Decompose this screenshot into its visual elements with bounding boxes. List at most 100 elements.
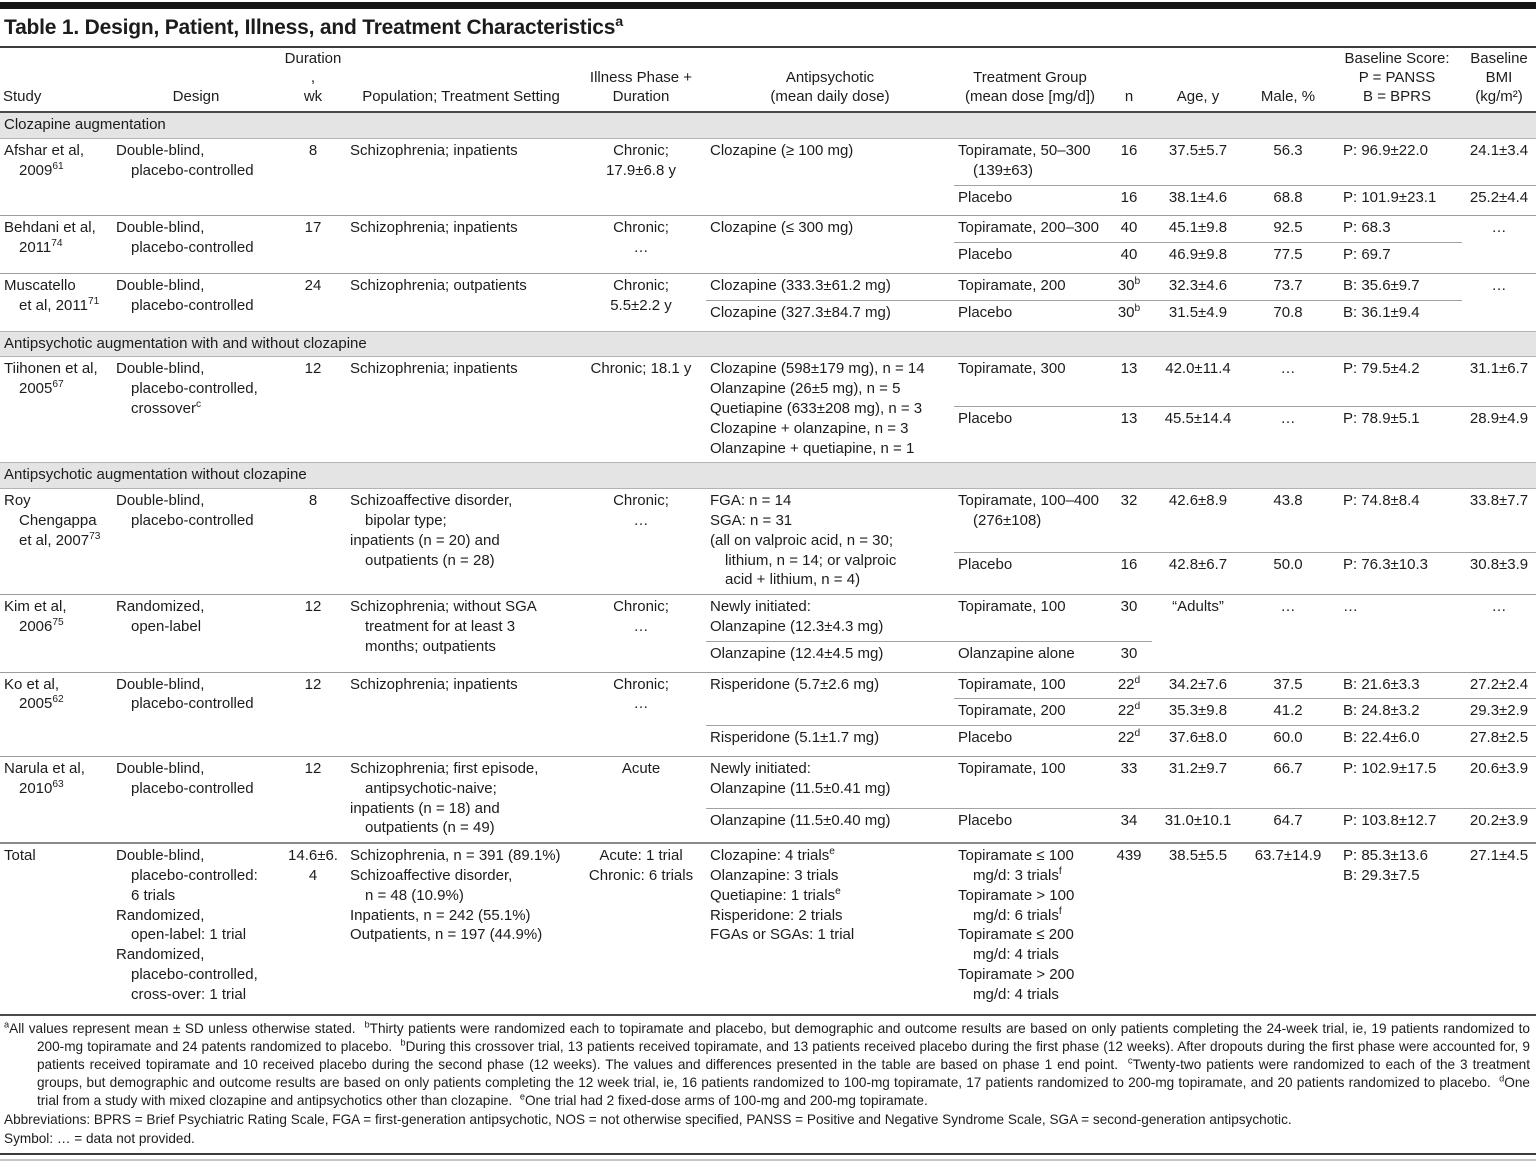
cell-age: 42.0±11.4 bbox=[1152, 356, 1244, 407]
cell-baseline-score: … bbox=[1332, 594, 1462, 642]
section-label: Antipsychotic augmentation without cloza… bbox=[0, 462, 1536, 490]
col-header-bmi: Baseline BMI (kg/m²) bbox=[1462, 48, 1536, 114]
cell-n: 30 bbox=[1106, 640, 1152, 673]
cell-population: Schizophrenia; outpatients bbox=[346, 273, 576, 332]
cell-population: Schizophrenia; inpatients bbox=[346, 356, 576, 463]
col-header-baseline-score: Baseline Score: P = PANSS B = BPRS bbox=[1332, 48, 1462, 114]
cell-male-pct: 92.5 bbox=[1244, 215, 1332, 243]
cell-bmi: 31.1±6.7 bbox=[1462, 356, 1536, 407]
cell-population: Schizophrenia; inpatients bbox=[346, 215, 576, 274]
cell-antipsychotic: Clozapine (327.3±84.7 mg) bbox=[706, 299, 954, 332]
section-row-with-without-clozapine: Antipsychotic augmentation with and with… bbox=[0, 330, 1536, 358]
cell-baseline-score: P: 103.8±12.7 bbox=[1332, 807, 1462, 844]
col-header-study: Study bbox=[0, 48, 112, 114]
cell-treatment-group: Topiramate, 200 bbox=[954, 698, 1106, 726]
cell-n: 16 bbox=[1106, 138, 1152, 186]
cell-treatment-group: Topiramate, 200–300 bbox=[954, 215, 1106, 243]
cell-male-pct: 66.7 bbox=[1244, 755, 1332, 809]
bottom-rule bbox=[0, 1153, 1536, 1156]
cell-male-pct: … bbox=[1244, 594, 1332, 642]
cell-design: Double-blind, placebo-controlled bbox=[112, 215, 280, 274]
cell-bmi: 30.8±3.9 bbox=[1462, 551, 1536, 595]
cell-baseline-score: B: 21.6±3.3 bbox=[1332, 671, 1462, 699]
cell-duration: 14.6±6.4 bbox=[280, 842, 346, 1014]
cell-male-pct: … bbox=[1244, 405, 1332, 463]
col-header-population: Population; Treatment Setting bbox=[346, 48, 576, 114]
cell-baseline-score: P: 85.3±13.6 B: 29.3±7.5 bbox=[1332, 842, 1462, 1014]
cell-bmi: 27.1±4.5 bbox=[1462, 842, 1536, 1014]
arm-row: Topiramate, 200 22d 35.3±9.8 41.2 B: 24.… bbox=[0, 698, 1536, 726]
study-row-tiihonen: Tiihonen et al, 200567 Double-blind, place… bbox=[0, 356, 1536, 463]
col-header-n: n bbox=[1106, 48, 1152, 114]
cell-antipsychotic: Clozapine (333.3±61.2 mg) bbox=[706, 273, 954, 301]
footnote-marker-a: a bbox=[4, 1019, 10, 1029]
cell-male-pct: 37.5 bbox=[1244, 671, 1332, 699]
arm-row: Placebo 13 45.5±14.4 … P: 78.9±5.1 28.9±… bbox=[0, 405, 1536, 463]
cell-baseline-score: B: 22.4±6.0 bbox=[1332, 725, 1462, 757]
cell-n: 16 bbox=[1106, 184, 1152, 216]
footnote-marker-d: d bbox=[1499, 1073, 1505, 1084]
cell-study: Muscatello et al, 201171 bbox=[0, 273, 112, 332]
study-row-muscatello: Muscatello et al, 201171 Double-blind, pla… bbox=[0, 273, 1536, 332]
cell-male-pct: 70.8 bbox=[1244, 299, 1332, 332]
cell-bmi: … bbox=[1462, 594, 1536, 642]
section-row-clozapine-augmentation: Clozapine augmentation bbox=[0, 111, 1536, 140]
arm-row: Olanzapine (11.5±0.40 mg) Placebo 34 31.… bbox=[0, 807, 1536, 844]
cell-bmi: 20.6±3.9 bbox=[1462, 755, 1536, 809]
cell-design: Double-blind, placebo-controlled bbox=[112, 138, 280, 216]
cell-age bbox=[1152, 641, 1244, 672]
cell-population: Schizophrenia; without SGA treatment for … bbox=[346, 594, 576, 673]
cell-age: 31.5±4.9 bbox=[1152, 299, 1244, 332]
cell-age: 31.2±9.7 bbox=[1152, 755, 1244, 809]
arm-row: Placebo 16 42.8±6.7 50.0 P: 76.3±10.3 30… bbox=[0, 551, 1536, 595]
cell-male-pct: 56.3 bbox=[1244, 138, 1332, 186]
cell-duration: 8 bbox=[280, 488, 346, 595]
cell-male-pct: 50.0 bbox=[1244, 551, 1332, 595]
cell-bmi: 25.2±4.4 bbox=[1462, 184, 1536, 216]
cell-illness-phase: Acute: 1 trial Chronic: 6 trials bbox=[576, 842, 706, 1014]
cell-baseline-score: P: 69.7 bbox=[1332, 242, 1462, 274]
cell-baseline-score: P: 79.5±4.2 bbox=[1332, 356, 1462, 407]
cell-study: Behdani et al, 201174 bbox=[0, 215, 112, 274]
cell-study: Narula et al, 201063 bbox=[0, 755, 112, 844]
cell-population: Schizoaffective disorder, bipolar type; in… bbox=[346, 488, 576, 595]
cell-n: 439 bbox=[1106, 842, 1152, 1014]
col-header-male: Male, % bbox=[1244, 48, 1332, 114]
section-row-without-clozapine: Antipsychotic augmentation without cloza… bbox=[0, 462, 1536, 490]
cell-antipsychotic: Olanzapine (11.5±0.40 mg) bbox=[706, 807, 954, 844]
footnote-marker-b2: b bbox=[400, 1037, 406, 1048]
cell-treatment-group: Topiramate, 100 bbox=[954, 755, 1106, 809]
cell-n: 22d bbox=[1106, 725, 1152, 757]
cell-n: 34 bbox=[1106, 807, 1152, 844]
cell-illness-phase: Chronic;… bbox=[576, 215, 706, 274]
cell-antipsychotic: Clozapine (≥ 100 mg) bbox=[706, 138, 954, 216]
cell-study: Kim et al, 200675 bbox=[0, 594, 112, 673]
study-row-ko: Ko et al, 200562 Double-blind, placebo-con… bbox=[0, 671, 1536, 757]
cell-baseline-score: P: 101.9±23.1 bbox=[1332, 184, 1462, 216]
cell-antipsychotic: FGA: n = 14 SGA: n = 31 (all on valproic a… bbox=[706, 488, 954, 595]
cell-illness-phase: Chronic;… bbox=[576, 671, 706, 757]
cell-male-pct: 68.8 bbox=[1244, 184, 1332, 216]
cell-baseline-score: P: 78.9±5.1 bbox=[1332, 405, 1462, 463]
cell-age: 37.5±5.7 bbox=[1152, 138, 1244, 186]
col-header-age: Age, y bbox=[1152, 48, 1244, 114]
cell-bmi: 27.8±2.5 bbox=[1462, 725, 1536, 757]
cell-male-pct: 60.0 bbox=[1244, 725, 1332, 757]
study-row-behdani: Behdani et al, 201174 Double-blind, placeb… bbox=[0, 215, 1536, 274]
arm-row: Placebo 16 38.1±4.6 68.8 P: 101.9±23.1 2… bbox=[0, 184, 1536, 216]
cell-design: Randomized, open-label bbox=[112, 594, 280, 673]
cell-n: 33 bbox=[1106, 755, 1152, 809]
cell-treatment-group: Placebo bbox=[954, 299, 1106, 332]
cell-treatment-group: Placebo bbox=[954, 807, 1106, 844]
cell-bmi: … bbox=[1462, 215, 1536, 274]
cell-age: 38.1±4.6 bbox=[1152, 184, 1244, 216]
footnote-marker-c: c bbox=[1127, 1055, 1133, 1066]
cell-age: 31.0±10.1 bbox=[1152, 807, 1244, 844]
cell-baseline-score: P: 96.9±22.0 bbox=[1332, 138, 1462, 186]
cell-population: Schizophrenia; first episode, antipsychot… bbox=[346, 755, 576, 844]
section-label: Clozapine augmentation bbox=[0, 111, 1536, 140]
cell-n: 30 bbox=[1106, 594, 1152, 642]
cell-study: Ko et al, 200562 bbox=[0, 671, 112, 757]
arm-row: Olanzapine (12.4±4.5 mg) Olanzapine alon… bbox=[0, 640, 1536, 673]
cell-n: 30b bbox=[1106, 273, 1152, 301]
